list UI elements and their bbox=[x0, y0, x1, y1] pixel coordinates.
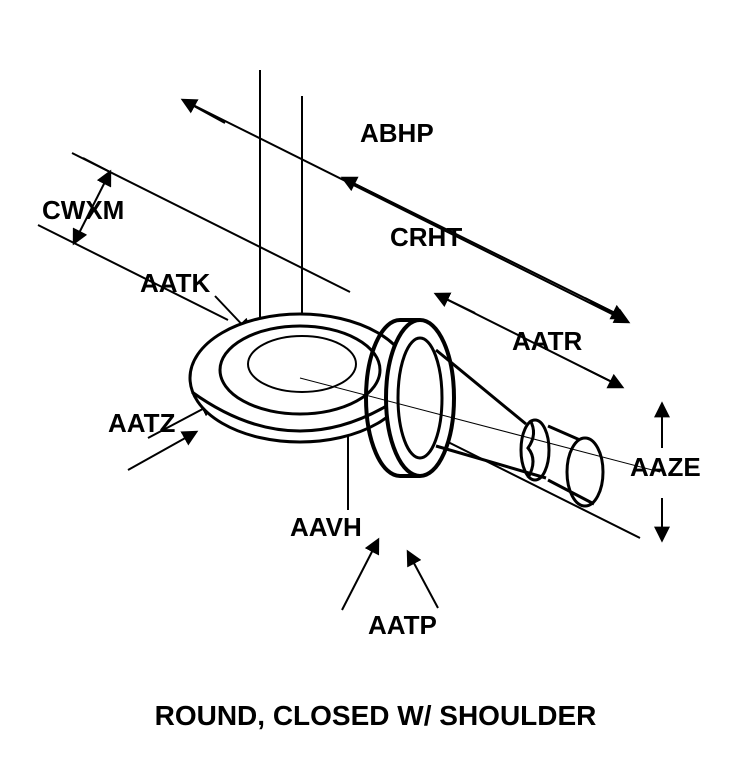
label-aatr: AATR bbox=[512, 326, 582, 357]
label-aavh: AAVH bbox=[290, 512, 362, 543]
diagram-stage: ABHP CWXM CRHT AATK AATR AATZ AAVH AATP … bbox=[0, 0, 751, 784]
diagram-title: ROUND, CLOSED W/ SHOULDER bbox=[0, 700, 751, 732]
label-aatz: AATZ bbox=[108, 408, 175, 439]
label-aatk: AATK bbox=[140, 268, 210, 299]
label-cwxm: CWXM bbox=[42, 195, 124, 226]
label-abhp: ABHP bbox=[360, 118, 434, 149]
label-crht: CRHT bbox=[390, 222, 462, 253]
label-aatp: AATP bbox=[368, 610, 437, 641]
label-aaze: AAZE bbox=[630, 452, 701, 483]
